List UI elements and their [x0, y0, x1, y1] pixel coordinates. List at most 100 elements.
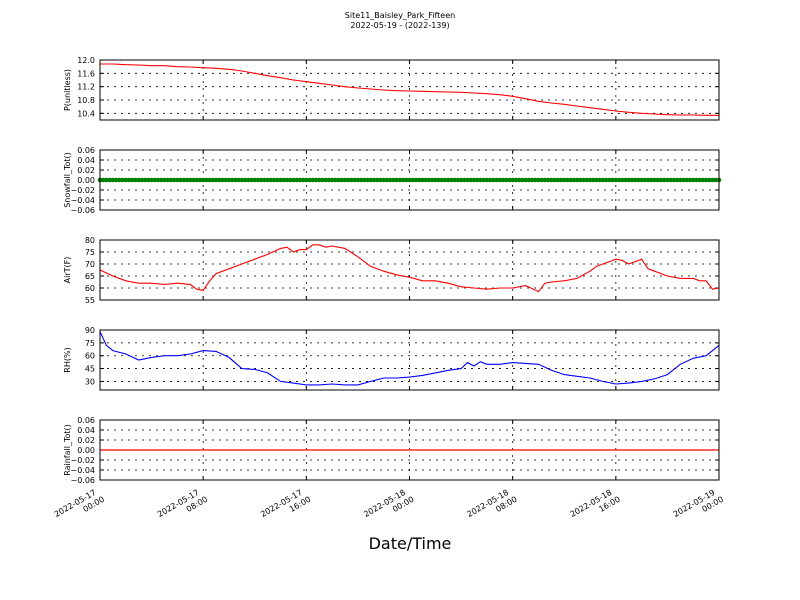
- data-point: [391, 177, 396, 183]
- data-point: [436, 177, 441, 183]
- y-tick-label: 55: [85, 296, 95, 305]
- data-point: [613, 177, 619, 183]
- data-point: [462, 177, 467, 183]
- y-axis-label: AirT(F): [63, 257, 72, 284]
- y-tick-label: 80: [85, 236, 95, 245]
- data-point: [333, 177, 338, 183]
- data-point: [658, 177, 664, 183]
- y-tick-label: 75: [85, 339, 95, 348]
- data-point: [610, 177, 615, 183]
- y-tick-label: 65: [85, 272, 95, 281]
- data-point: [684, 177, 690, 183]
- data-point: [345, 177, 351, 183]
- data-point: [484, 177, 490, 183]
- data-point: [678, 177, 683, 183]
- y-tick-label: 0.02: [77, 166, 95, 175]
- x-tick-label: 2022-05-1900:00: [672, 486, 725, 528]
- y-tick-label: 60: [85, 352, 95, 361]
- series-line: [99, 244, 720, 293]
- data-point: [429, 177, 435, 183]
- data-point: [616, 177, 622, 183]
- data-point: [187, 177, 193, 183]
- data-point: [587, 177, 593, 183]
- data-point: [510, 177, 515, 183]
- y-tick-label: 30: [85, 377, 95, 386]
- data-point: [307, 177, 312, 183]
- data-point: [529, 177, 535, 183]
- data-point: [636, 177, 641, 183]
- data-point: [271, 177, 277, 183]
- data-point: [603, 177, 609, 183]
- data-point: [374, 177, 380, 183]
- data-point: [291, 177, 296, 183]
- data-point: [284, 177, 290, 183]
- data-point: [191, 177, 196, 183]
- data-point: [571, 177, 577, 183]
- data-point: [246, 177, 251, 183]
- data-point: [239, 177, 245, 183]
- data-point: [265, 177, 270, 183]
- y-tick-label: 45: [85, 365, 95, 374]
- data-point: [687, 177, 693, 183]
- data-point: [523, 177, 528, 183]
- data-point: [300, 177, 306, 183]
- x-axis-title: Date/Time: [368, 534, 452, 553]
- data-point: [158, 177, 164, 183]
- data-point: [700, 177, 706, 183]
- data-point: [626, 177, 632, 183]
- data-point: [278, 177, 283, 183]
- y-tick-label: 90: [85, 326, 95, 335]
- data-point: [371, 177, 377, 183]
- data-point: [707, 177, 712, 183]
- data-point: [197, 177, 203, 183]
- data-point: [513, 177, 519, 183]
- data-point: [381, 177, 387, 183]
- data-point: [139, 177, 145, 183]
- data-point: [165, 177, 171, 183]
- y-tick-label: 0.04: [77, 426, 95, 435]
- data-point: [297, 177, 303, 183]
- data-point: [213, 177, 219, 183]
- data-point: [281, 177, 287, 183]
- data-point: [362, 177, 367, 183]
- data-point: [713, 177, 719, 183]
- data-point: [468, 177, 474, 183]
- data-point: [184, 177, 190, 183]
- data-point: [304, 177, 309, 183]
- data-point: [384, 177, 390, 183]
- data-point: [336, 177, 341, 183]
- y-tick-label: 0.00: [77, 446, 95, 455]
- data-point: [178, 177, 183, 183]
- data-point: [536, 177, 541, 183]
- data-point: [226, 177, 232, 183]
- y-tick-label: 0.00: [77, 176, 95, 185]
- y-tick-label: 12.0: [77, 56, 95, 65]
- data-point: [449, 177, 454, 183]
- data-point: [494, 177, 499, 183]
- data-point: [223, 177, 229, 183]
- data-point: [542, 177, 548, 183]
- y-tick-label: 60: [85, 284, 95, 293]
- plot-frame: [99, 59, 720, 121]
- data-point: [136, 177, 141, 183]
- data-point: [123, 177, 129, 183]
- data-point: [639, 177, 644, 183]
- panel-3: 55 60 65 70 75 80 AirT(F): [63, 236, 720, 305]
- x-tick-label: 2022-05-1708:00: [156, 486, 209, 528]
- y-tick-label: −0.06: [70, 476, 95, 485]
- data-point: [478, 177, 483, 183]
- y-axis-label: Snowfall_Tot(): [63, 152, 72, 208]
- data-point: [275, 177, 280, 183]
- data-point: [355, 177, 361, 183]
- data-point: [516, 177, 522, 183]
- panel-2: −0.06−0.04−0.020.000.020.040.06 Snowfall_…: [63, 146, 722, 215]
- data-point: [578, 177, 583, 183]
- data-point: [126, 177, 132, 183]
- data-point: [129, 177, 135, 183]
- data-point: [697, 177, 702, 183]
- data-point: [262, 177, 267, 183]
- x-tick-label: 2022-05-1800:00: [362, 486, 415, 528]
- data-point: [120, 177, 125, 183]
- data-point: [342, 177, 348, 183]
